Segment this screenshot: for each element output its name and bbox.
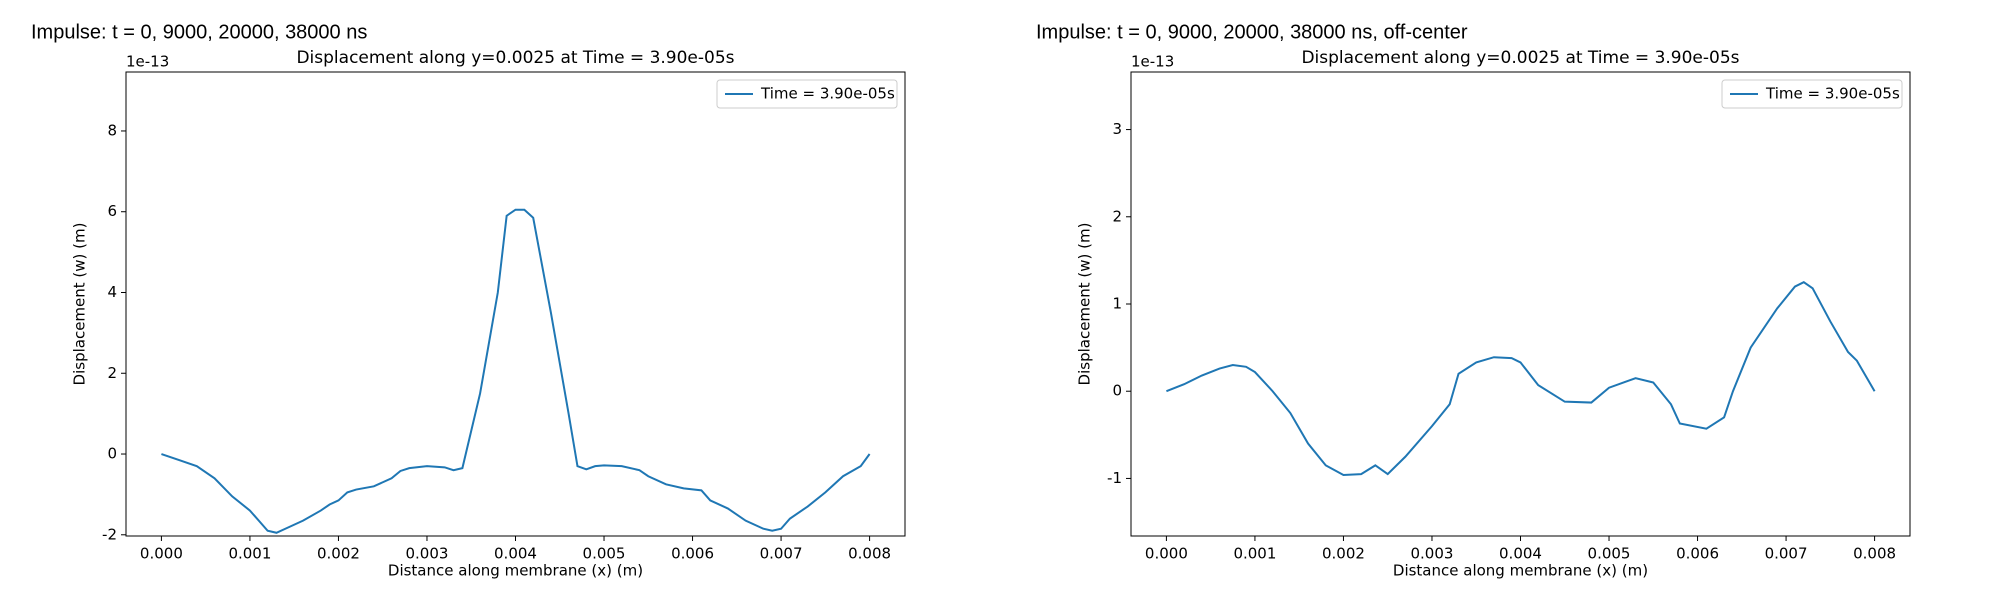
- x-tick-label: 0.004: [1499, 545, 1542, 563]
- suptitle: Impulse: t = 0, 9000, 20000, 38000 ns: [31, 21, 367, 43]
- legend-label: Time = 3.90e-05s: [760, 85, 895, 103]
- y-tick-label: 2: [107, 364, 117, 382]
- y-tick-label: 6: [107, 202, 117, 220]
- legend-label: Time = 3.90e-05s: [1765, 85, 1900, 103]
- y-tick-label: 2: [1112, 207, 1122, 225]
- x-tick-label: 0.000: [1145, 545, 1188, 563]
- x-axis-label: Distance along membrane (x) (m): [388, 562, 643, 580]
- y-offset-label: 1e-13: [126, 53, 169, 71]
- x-tick-label: 0.005: [583, 545, 626, 563]
- axes-title: Displacement along y=0.0025 at Time = 3.…: [1301, 48, 1739, 68]
- y-tick-label: 3: [1112, 120, 1122, 138]
- x-axis-label: Distance along membrane (x) (m): [1393, 562, 1648, 580]
- y-tick-label: 0: [107, 445, 117, 463]
- y-axis-label: Displacement (w) (m): [71, 223, 89, 386]
- data-line: [1166, 281, 1876, 476]
- x-tick-label: 0.007: [760, 545, 803, 563]
- x-tick-label: 0.002: [1322, 545, 1365, 563]
- legend-box: [716, 79, 898, 109]
- x-tick-label: 0.007: [1765, 545, 1808, 563]
- x-tick-label: 0.004: [494, 545, 537, 563]
- data-line: [161, 208, 871, 534]
- x-tick-label: 0.008: [848, 545, 891, 563]
- x-tick-label: 0.003: [1411, 545, 1454, 563]
- x-tick-label: 0.006: [1676, 545, 1719, 563]
- legend-box: [1721, 79, 1903, 109]
- x-tick-label: 0.001: [228, 545, 271, 563]
- x-tick-label: 0.008: [1853, 545, 1896, 563]
- x-tick-label: 0.001: [1233, 545, 1276, 563]
- axes-title: Displacement along y=0.0025 at Time = 3.…: [296, 48, 734, 68]
- y-tick-label: -2: [102, 525, 117, 543]
- y-axis-label: Displacement (w) (m): [1076, 223, 1094, 386]
- x-tick-label: 0.003: [406, 545, 449, 563]
- y-tick-label: 0: [1112, 382, 1122, 400]
- y-tick-label: -1: [1107, 469, 1122, 487]
- y-tick-label: 8: [107, 121, 117, 139]
- x-tick-label: 0.000: [140, 545, 183, 563]
- x-tick-label: 0.006: [671, 545, 714, 563]
- y-tick-label: 1: [1112, 295, 1122, 313]
- axes-frame: [1130, 71, 1911, 537]
- suptitle: Impulse: t = 0, 9000, 20000, 38000 ns, o…: [1036, 21, 1468, 43]
- y-tick-label: 4: [107, 283, 117, 301]
- x-tick-label: 0.005: [1588, 545, 1631, 563]
- y-offset-label: 1e-13: [1131, 53, 1174, 71]
- axes-frame: [125, 71, 906, 537]
- x-tick-label: 0.002: [317, 545, 360, 563]
